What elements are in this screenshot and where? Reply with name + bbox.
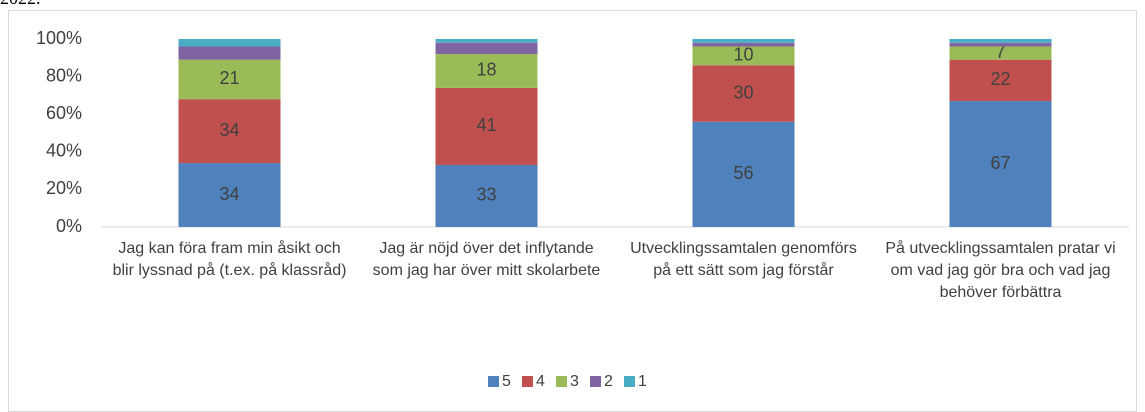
legend-label: 3 — [570, 373, 579, 390]
data-label: 10 — [733, 45, 753, 65]
legend-swatch — [556, 376, 567, 387]
x-tick-label: Jag är nöjd över det inflytande som jag … — [372, 240, 601, 279]
legend-swatch — [624, 376, 635, 387]
data-label: 56 — [733, 163, 753, 183]
legend-swatch — [522, 376, 533, 387]
bar-segment — [692, 39, 795, 43]
x-tick-label: På utvecklingssamtalen pratar vi om vad … — [885, 240, 1116, 301]
data-label: 18 — [476, 60, 496, 80]
legend-swatch — [488, 376, 499, 387]
bar-segment — [435, 42, 538, 55]
bar-segment — [178, 59, 281, 100]
data-label: 67 — [990, 153, 1010, 173]
data-label: 34 — [219, 120, 239, 140]
data-label: 21 — [219, 68, 239, 88]
bar-segment — [435, 54, 538, 88]
bar-segment — [435, 39, 538, 43]
legend-label: 5 — [502, 373, 511, 390]
bar-segment — [949, 46, 1052, 60]
data-label: 22 — [990, 69, 1010, 89]
bar-segment — [692, 42, 795, 47]
bar-segment — [949, 39, 1052, 43]
y-tick-label: 0% — [56, 216, 82, 236]
y-tick-label: 80% — [46, 65, 82, 85]
data-label: 33 — [476, 185, 496, 205]
legend-label: 1 — [638, 373, 647, 390]
bar-segment — [949, 59, 1052, 102]
legend-swatch — [590, 376, 601, 387]
y-tick-label: 20% — [46, 178, 82, 198]
x-tick-label: Utvecklingssamtalen genomförs på ett sät… — [630, 240, 857, 279]
bar-segment — [692, 46, 795, 66]
bar-segment — [178, 163, 281, 227]
bar-segment — [949, 101, 1052, 227]
legend-label: 4 — [536, 373, 545, 390]
bar-segment — [435, 164, 538, 227]
caption: 2022. — [0, 0, 41, 9]
bar-segment — [435, 87, 538, 165]
data-label: 41 — [476, 115, 496, 135]
data-label: 30 — [733, 82, 753, 102]
y-tick-label: 60% — [46, 103, 82, 123]
y-tick-label: 100% — [36, 28, 82, 48]
data-label: 7 — [995, 42, 1005, 62]
legend-label: 2 — [604, 373, 613, 390]
bar-segment — [178, 46, 281, 60]
bar-segment — [178, 39, 281, 47]
x-tick-label: Jag kan föra fram min åsikt och blir lys… — [112, 240, 347, 279]
bar-segment — [692, 121, 795, 227]
bar-segment — [178, 99, 281, 164]
bar-segment — [949, 42, 1052, 47]
y-tick-label: 40% — [46, 141, 82, 161]
bar-segment — [692, 65, 795, 122]
data-label: 34 — [219, 184, 239, 204]
